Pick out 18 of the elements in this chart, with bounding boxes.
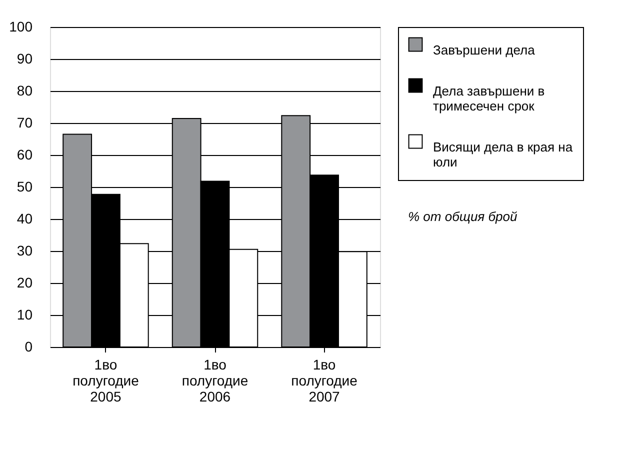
legend-label: Висящи дела в края на юли — [433, 140, 574, 170]
x-tick-label: 1во полугодие 2006 — [182, 356, 248, 404]
legend-label: Завършени дела — [433, 42, 536, 58]
text: % от общия брой — [408, 209, 518, 224]
y-tick-label: 100 — [9, 18, 33, 34]
legend-label: Дела завършени в тримесечен срок — [433, 84, 545, 114]
y-tick-label: 0 — [24, 338, 33, 354]
x-tick-label: 1во полугодие 2005 — [72, 356, 140, 404]
y-tick-label: 90 — [16, 50, 33, 66]
y-tick-label: 60 — [16, 146, 33, 162]
y-tick-label: 80 — [16, 82, 33, 98]
y-tick-label: 10 — [16, 306, 33, 322]
y-tick-label: 40 — [16, 210, 33, 226]
y-tick-label: 50 — [16, 178, 33, 194]
x-tick-label: 1во полугодие 2007 — [291, 356, 358, 404]
y-tick-label: 30 — [16, 242, 33, 258]
y-tick-label: 20 — [16, 274, 33, 290]
y-tick-label: 70 — [16, 114, 33, 130]
